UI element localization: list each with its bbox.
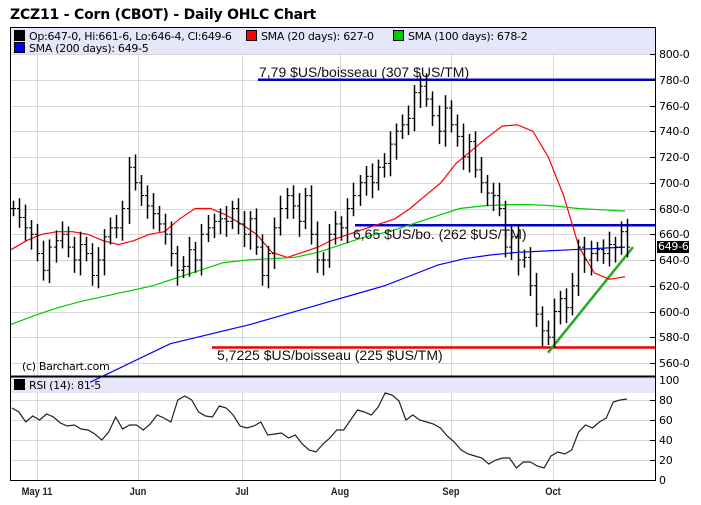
annotation-resistance-mid: 6,65 $US/bo. (262 $US/TM) — [353, 226, 527, 242]
legend-ohlc: Op:647-0, Hi:661-6, Lo:646-4, Cl:649-6 — [14, 30, 232, 43]
ohlc-swatch-icon — [14, 30, 25, 41]
sma20-swatch-icon — [246, 30, 257, 41]
legend-ohlc-label: Op:647-0, Hi:661-6, Lo:646-4, Cl:649-6 — [29, 30, 232, 43]
rsi-polyline — [11, 392, 628, 469]
price-axis-label: 560-0 — [659, 356, 690, 370]
sma200-swatch-icon — [14, 42, 25, 53]
date-axis-label: May 11 — [21, 486, 53, 498]
legend-band — [11, 28, 655, 54]
price-axis-label: 780-0 — [659, 73, 690, 87]
price-axis-label: 700-0 — [659, 176, 690, 190]
legend-sma200-label: SMA (200 days): 649-5 — [29, 42, 149, 55]
price-axis-label: 720-0 — [659, 150, 690, 164]
price-axis-label: 660-0 — [659, 227, 690, 241]
rsi-panel-frame — [10, 376, 656, 481]
annotation-lines — [212, 78, 655, 354]
legend-sma100: SMA (100 days): 678-2 — [393, 30, 528, 43]
sma-line — [89, 246, 626, 383]
price-axis-label: 740-0 — [659, 124, 690, 138]
legend-sma20: SMA (20 days): 627-0 — [246, 30, 374, 43]
price-axis-label: 620-0 — [659, 279, 690, 293]
rsi-axis-label: 20 — [659, 453, 673, 467]
date-axis-label: Sep — [442, 486, 460, 498]
price-axis-label: 800-0 — [659, 47, 690, 61]
legend-rsi: RSI (14): 81-5 — [14, 379, 101, 392]
date-axis-label: Aug — [330, 486, 350, 498]
rsi-axis-label: 40 — [659, 433, 673, 447]
annotation-support-low: 5,7225 $US/boisseau (225 $US/TM) — [217, 347, 443, 363]
trendline — [547, 246, 634, 354]
price-axis-label: 640-0 — [659, 253, 690, 267]
date-axis-label: Jun — [129, 486, 147, 498]
legend-sma20-label: SMA (20 days): 627-0 — [261, 30, 374, 43]
copyright-credit: (c) Barchart.com — [22, 360, 110, 373]
price-axis-label: 580-0 — [659, 330, 690, 344]
axis-ticks — [650, 54, 655, 481]
date-axis-label: Oct — [545, 486, 561, 498]
legend-sma200: SMA (200 days): 649-5 — [14, 42, 149, 55]
last-price-tag: 649-6 — [657, 240, 690, 253]
legend-rsi-label: RSI (14): 81-5 — [29, 379, 101, 392]
rsi-axis-label: 100 — [659, 373, 680, 387]
sma100-swatch-icon — [393, 30, 404, 41]
price-axis-label: 680-0 — [659, 202, 690, 216]
price-axis-label: 600-0 — [659, 305, 690, 319]
annotation-resistance-high: 7,79 $US/boisseau (307 $US/TM) — [259, 64, 470, 80]
rsi-line — [11, 392, 628, 469]
price-axis-label: 760-0 — [659, 99, 690, 113]
rsi-swatch-icon — [14, 379, 25, 390]
date-axis-label: Jul — [235, 486, 249, 498]
gridlines — [11, 54, 655, 480]
ohlc-bars — [11, 73, 630, 348]
legend-sma100-label: SMA (100 days): 678-2 — [408, 30, 528, 43]
rsi-axis-label: 0 — [659, 473, 666, 487]
rsi-axis-label: 80 — [659, 393, 673, 407]
rsi-axis-label: 60 — [659, 413, 673, 427]
rsi-legend-band — [11, 377, 655, 393]
chart-title: ZCZ11 - Corn (CBOT) - Daily OHLC Chart — [10, 7, 317, 23]
